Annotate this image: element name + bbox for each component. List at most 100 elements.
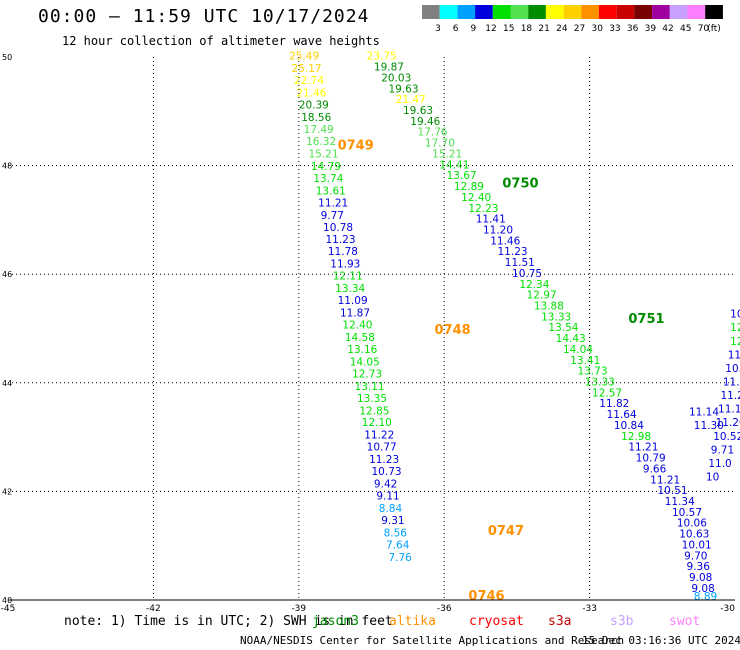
x-tick-label: -36 [437, 604, 452, 614]
swh-data-label: 15.21 [432, 148, 462, 160]
swh-data-label: 11.87 [340, 308, 370, 320]
colorbar-label: 6 [453, 24, 459, 34]
swh-data-label: 18.56 [301, 112, 331, 124]
colorbar-swatch [616, 5, 635, 19]
colorbar-swatch [634, 5, 653, 19]
swh-data-label: 20.39 [299, 100, 329, 112]
swh-data-label: 13.73 [577, 366, 607, 378]
swh-data-label: 25.17 [292, 63, 322, 75]
swh-data-label: 11.09 [728, 349, 740, 361]
swh-data-label: 11.20 [716, 417, 740, 429]
swh-data-label: 16.32 [306, 136, 336, 148]
swh-data-label: 10.01 [682, 539, 712, 551]
colorbar-swatch [705, 5, 723, 19]
colorbar-swatch [528, 5, 546, 19]
swh-data-label: 10.84 [614, 420, 644, 432]
footer-timestamp: 15 Dec 03:16:36 UTC 2024 [582, 634, 740, 647]
colorbar-label: 3 [435, 24, 441, 34]
swh-data-label: 17.70 [425, 138, 455, 150]
colorbar-swatch [492, 5, 511, 19]
swh-data-label: 14.05 [350, 356, 380, 368]
colorbar-swatch [599, 5, 617, 19]
colorbar-swatch [475, 5, 493, 19]
swh-data-label: 10.63 [679, 529, 709, 541]
swh-data-label: 19.63 [388, 83, 418, 95]
swh-data-label: 14.41 [439, 159, 469, 171]
satellite-legend-item: s3a [548, 614, 571, 629]
swh-data-label: 13.88 [534, 300, 564, 312]
pass-label: 0750 [502, 176, 538, 191]
bottom-legend: note: 1) Time is in UTC; 2) SWH is in fe… [64, 614, 700, 629]
colorbar-label: 21 [538, 24, 549, 34]
swh-data-label: 12.34 [519, 279, 549, 291]
colorbar-swatch [669, 5, 688, 19]
swh-data-label: 11.23 [369, 454, 399, 466]
swh-data-label: 11.78 [328, 246, 358, 258]
x-tick-label: -30 [720, 604, 735, 614]
swh-data-label: 10.75 [512, 268, 542, 280]
swh-data-label: 8.56 [384, 527, 408, 539]
swh-data-label: 11.21 [650, 474, 680, 486]
swh-data-label: 13.61 [316, 185, 346, 197]
swh-data-label: 11.23 [325, 234, 355, 246]
swh-data-label: 10.79 [636, 453, 666, 465]
colorbar-swatch [581, 5, 599, 19]
swh-data-label: 13.34 [335, 283, 365, 295]
swh-data-label: 10.57 [672, 507, 702, 519]
swh-data-label: 12.23 [468, 203, 498, 215]
axes: -45 -42 -39 -36 -33 -30 40 42 44 46 48 50 [1, 53, 736, 614]
colorbar-swatch [687, 5, 706, 19]
swh-data-label: 21.47 [396, 94, 426, 106]
y-tick-label: 42 [2, 487, 12, 496]
pass-label: 0747 [488, 524, 524, 539]
swh-data-label: 9.08 [691, 583, 714, 595]
swh-data-label: 7.64 [386, 539, 410, 551]
swh-data-label: 9.36 [687, 561, 711, 573]
colorbar-swatch [652, 5, 670, 19]
swh-data-label: 11.23 [498, 246, 528, 258]
swh-data-label: 14.43 [556, 333, 586, 345]
swh-data-label: 19.46 [410, 116, 440, 128]
swh-data-label: 13.54 [548, 322, 578, 334]
swh-data-label: 9.31 [381, 515, 404, 527]
swh-data-label: 9.08 [689, 572, 712, 584]
swh-data-label: 12.11 [333, 271, 363, 283]
swh-data-label: 13.35 [357, 393, 387, 405]
colorbar-swatch [457, 5, 476, 19]
swh-data-label: 11.09 [338, 295, 368, 307]
satellite-legend-item: s3b [610, 614, 634, 629]
swh-data-label: 13.74 [313, 173, 343, 185]
swh-data-label: 11.20 [483, 224, 513, 236]
swh-data-label: 12.40 [461, 192, 491, 204]
colorbar-swatch [510, 5, 529, 19]
colorbar-swatch [439, 5, 458, 19]
colorbar-label: 30 [592, 24, 604, 34]
x-tick-label: -33 [582, 604, 597, 614]
swh-data-label: 9.70 [684, 550, 707, 562]
swh-data-label: 12.98 [621, 431, 651, 443]
colorbar-label: 45 [680, 24, 691, 34]
pass-label: 0751 [628, 312, 664, 327]
swh-data-label: 12.89 [454, 181, 484, 193]
swh-data-label: 10.46 [725, 363, 740, 375]
swh-data-label: 10 [706, 472, 719, 484]
x-tick-label: -39 [291, 604, 306, 614]
swh-data-label: 15.21 [308, 148, 338, 160]
swh-data-label: 11.34 [665, 496, 695, 508]
swh-data-label: 11.64 [607, 409, 637, 421]
swh-data-label: 11.22 [364, 430, 394, 442]
swh-data-label: 19.87 [374, 62, 404, 74]
colorbar-swatch [545, 5, 564, 19]
swh-data-label: 10 [730, 309, 740, 321]
plot-area: 25.4925.1722.7421.4620.3918.5617.4916.32… [289, 51, 740, 604]
swh-data-label: 9.66 [643, 463, 667, 475]
colorbar-label: 24 [556, 24, 568, 34]
swh-data-label: 13.11 [355, 381, 385, 393]
swh-data-label: 8.84 [379, 503, 403, 515]
colorbar-label: 42 [662, 24, 673, 34]
swh-data-label: 14.04 [563, 344, 593, 356]
swh-data-label: 11.41 [476, 214, 506, 226]
swh-data-label: 13.67 [447, 170, 477, 182]
satellite-legend-item: jason3 [312, 614, 359, 629]
